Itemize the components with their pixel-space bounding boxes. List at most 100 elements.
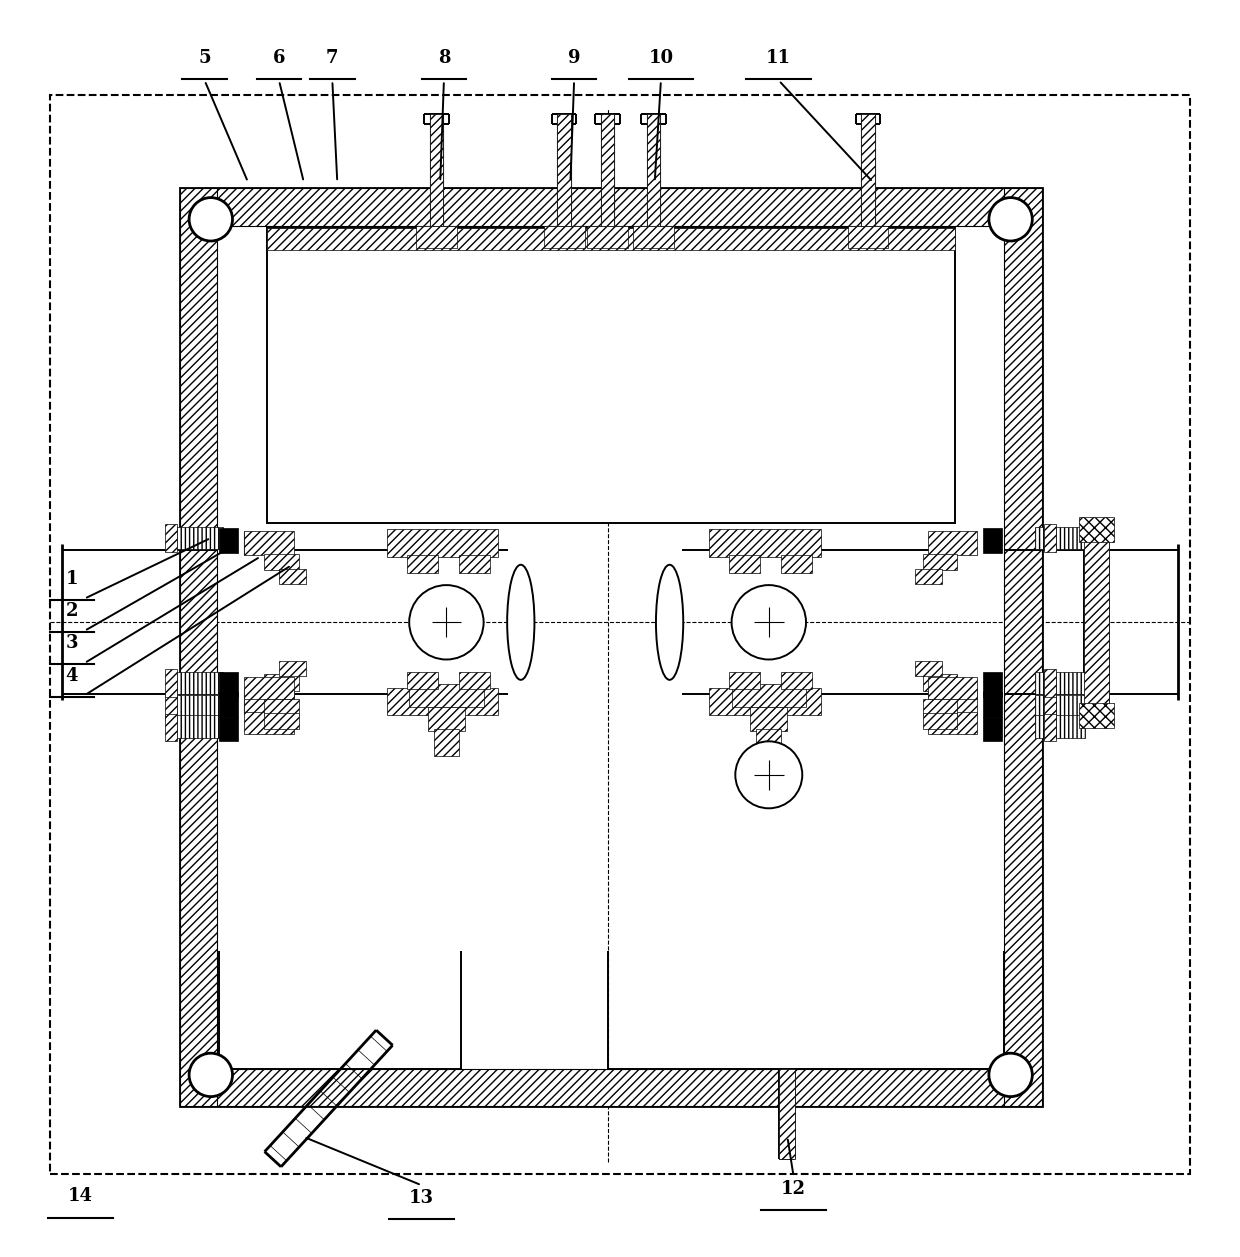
Bar bbox=[1044, 693, 1056, 720]
Bar bbox=[174, 715, 223, 738]
Bar bbox=[50, 96, 1190, 1174]
Bar bbox=[428, 706, 465, 732]
Bar bbox=[180, 189, 217, 1106]
Bar bbox=[1084, 538, 1109, 706]
Bar bbox=[267, 228, 955, 523]
Bar bbox=[180, 189, 1042, 1106]
Bar bbox=[983, 672, 1002, 696]
Bar bbox=[634, 225, 675, 248]
Text: 4: 4 bbox=[66, 666, 78, 685]
Bar bbox=[264, 554, 299, 571]
Bar bbox=[861, 114, 875, 225]
Text: 5: 5 bbox=[198, 49, 211, 67]
Bar bbox=[219, 672, 238, 696]
Circle shape bbox=[988, 1053, 1033, 1096]
Circle shape bbox=[732, 585, 806, 660]
Bar bbox=[729, 556, 760, 573]
Bar bbox=[244, 689, 294, 714]
Bar bbox=[244, 530, 294, 556]
Text: 13: 13 bbox=[409, 1189, 434, 1207]
Bar bbox=[180, 189, 1042, 225]
Text: 8: 8 bbox=[438, 49, 450, 67]
Bar bbox=[1044, 670, 1056, 696]
Circle shape bbox=[188, 197, 232, 241]
Circle shape bbox=[188, 1053, 232, 1096]
Text: 2: 2 bbox=[66, 602, 78, 620]
Bar bbox=[915, 661, 942, 675]
Ellipse shape bbox=[656, 564, 683, 680]
Text: 9: 9 bbox=[568, 49, 580, 67]
Bar bbox=[928, 711, 977, 734]
Bar bbox=[1079, 517, 1114, 542]
Bar bbox=[923, 699, 957, 715]
Text: 6: 6 bbox=[273, 49, 285, 67]
Bar bbox=[983, 691, 1002, 716]
Bar bbox=[781, 672, 812, 689]
Circle shape bbox=[409, 585, 484, 660]
Bar bbox=[848, 225, 888, 248]
Bar bbox=[750, 706, 787, 732]
Bar bbox=[459, 556, 490, 573]
Text: 11: 11 bbox=[766, 49, 791, 67]
Bar bbox=[429, 114, 444, 225]
Text: 1: 1 bbox=[66, 569, 78, 588]
Bar bbox=[267, 228, 955, 250]
Bar bbox=[1044, 714, 1056, 742]
Text: 7: 7 bbox=[326, 49, 339, 67]
Bar bbox=[174, 672, 223, 694]
Bar bbox=[780, 1068, 796, 1159]
Bar bbox=[915, 569, 942, 583]
Bar bbox=[1035, 715, 1085, 738]
Bar bbox=[264, 674, 299, 690]
Bar bbox=[600, 114, 614, 225]
Bar bbox=[923, 713, 957, 729]
Circle shape bbox=[988, 197, 1033, 241]
Bar bbox=[279, 569, 306, 583]
Bar bbox=[647, 114, 661, 225]
Bar bbox=[1035, 527, 1085, 549]
Bar bbox=[219, 716, 238, 742]
Bar bbox=[983, 528, 1002, 553]
Bar bbox=[165, 524, 177, 552]
Text: 3: 3 bbox=[66, 635, 78, 652]
Bar bbox=[244, 676, 294, 699]
Bar bbox=[387, 529, 498, 557]
Bar bbox=[928, 530, 977, 556]
Bar bbox=[983, 716, 1002, 742]
Bar bbox=[709, 688, 821, 715]
Bar bbox=[781, 556, 812, 573]
Ellipse shape bbox=[507, 564, 534, 680]
Bar bbox=[1079, 703, 1114, 728]
Bar bbox=[219, 691, 238, 716]
Bar bbox=[1035, 695, 1085, 718]
Bar bbox=[459, 672, 490, 689]
Bar bbox=[279, 661, 306, 675]
Bar bbox=[732, 684, 806, 706]
Text: 12: 12 bbox=[781, 1180, 806, 1198]
Bar bbox=[434, 729, 459, 757]
Bar bbox=[264, 713, 299, 729]
Bar bbox=[415, 225, 456, 248]
Bar bbox=[543, 225, 585, 248]
Bar bbox=[928, 676, 977, 699]
Bar bbox=[180, 1068, 1042, 1106]
Bar bbox=[165, 670, 177, 696]
Bar bbox=[923, 674, 957, 690]
Bar bbox=[928, 689, 977, 714]
Bar bbox=[174, 695, 223, 718]
Bar bbox=[407, 672, 438, 689]
Bar bbox=[729, 672, 760, 689]
Bar bbox=[409, 684, 484, 706]
Bar bbox=[1004, 189, 1042, 1106]
Bar bbox=[558, 114, 570, 225]
Bar bbox=[1044, 524, 1056, 552]
Bar bbox=[407, 556, 438, 573]
Bar bbox=[174, 527, 223, 549]
Bar bbox=[588, 225, 627, 248]
Bar bbox=[1035, 672, 1085, 694]
Text: 10: 10 bbox=[649, 49, 673, 67]
Bar bbox=[165, 714, 177, 742]
Circle shape bbox=[735, 742, 802, 808]
Bar bbox=[264, 699, 299, 715]
Bar bbox=[219, 528, 238, 553]
